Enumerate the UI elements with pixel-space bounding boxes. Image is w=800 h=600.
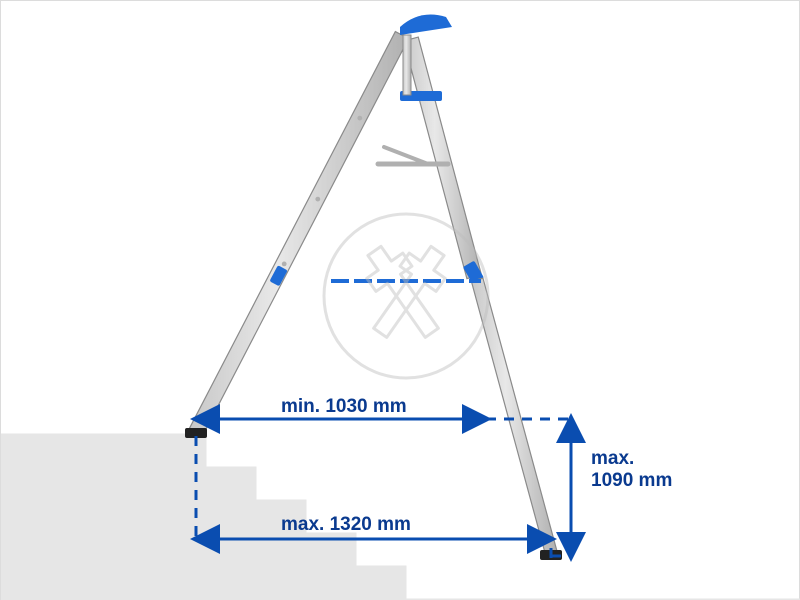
dim-min-width-label: min. 1030 mm	[281, 396, 407, 418]
dim-max-height-label: max. 1090 mm	[591, 448, 672, 492]
dim-max-width-label: max. 1320 mm	[281, 514, 411, 536]
diagram-container: min. 1030 mm max. 1320 mm max. 1090 mm	[0, 0, 800, 600]
watermark-icon	[321, 211, 491, 381]
